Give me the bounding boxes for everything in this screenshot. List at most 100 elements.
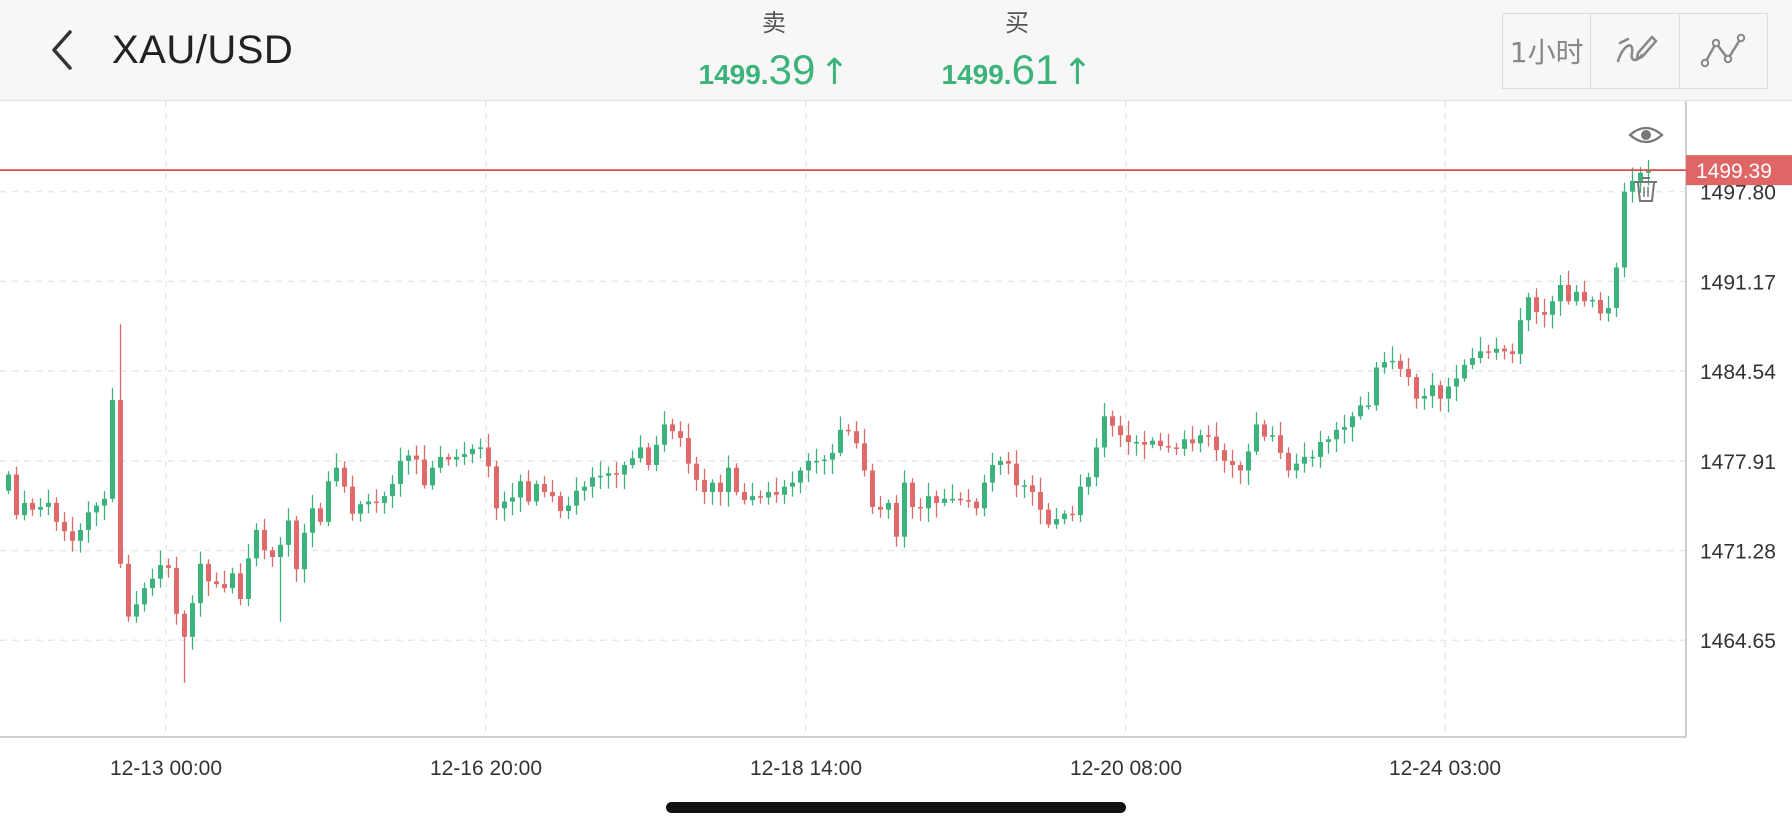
candle-body bbox=[1246, 451, 1251, 471]
candle-body bbox=[198, 563, 203, 604]
candle-body bbox=[102, 498, 107, 506]
candle-body bbox=[574, 490, 579, 506]
candle-body bbox=[286, 520, 291, 545]
candle-body bbox=[1374, 367, 1379, 406]
candle-body bbox=[270, 550, 275, 558]
candle-body bbox=[510, 497, 515, 502]
candle-body bbox=[1198, 435, 1203, 444]
candle-body bbox=[1606, 308, 1611, 314]
candle-body bbox=[94, 505, 99, 513]
buy-label: 买 bbox=[1005, 9, 1029, 37]
interval-button[interactable]: 1小时 bbox=[1503, 14, 1592, 88]
candle-body bbox=[430, 467, 435, 486]
candle-body bbox=[1646, 170, 1651, 173]
candle-body bbox=[718, 482, 723, 493]
candle-body bbox=[806, 460, 811, 471]
candle-body bbox=[1534, 297, 1539, 313]
candle-body bbox=[646, 447, 651, 466]
candle-body bbox=[974, 501, 979, 509]
eye-icon[interactable] bbox=[1628, 126, 1664, 144]
candle-body bbox=[1486, 351, 1491, 353]
candle-body bbox=[446, 456, 451, 460]
candle-body bbox=[662, 424, 667, 445]
candle-body bbox=[1526, 297, 1531, 321]
home-indicator bbox=[666, 802, 1126, 813]
candle-body bbox=[406, 455, 411, 461]
sell-price-tail: 39 bbox=[768, 46, 816, 93]
candle-body bbox=[1190, 439, 1195, 444]
candle-body bbox=[1598, 299, 1603, 314]
chart-toolbar: 1小时 bbox=[1502, 13, 1768, 89]
candle-body bbox=[358, 504, 363, 514]
candle-body bbox=[750, 496, 755, 501]
candle-body bbox=[1158, 440, 1163, 447]
candle-body bbox=[982, 482, 987, 509]
candle-body bbox=[1398, 360, 1403, 369]
candle-body bbox=[670, 424, 675, 432]
line-chart-icon bbox=[1701, 33, 1746, 68]
x-tick-label: 12-13 00:00 bbox=[110, 757, 222, 780]
candle-body bbox=[1206, 435, 1211, 437]
candle-body bbox=[54, 502, 59, 522]
trash-icon[interactable] bbox=[1635, 177, 1657, 202]
candle-body bbox=[246, 558, 251, 599]
candle-body bbox=[1422, 395, 1427, 399]
candle-body bbox=[1238, 465, 1243, 471]
candle-body bbox=[222, 584, 227, 589]
candle-body bbox=[110, 400, 115, 499]
candle-body bbox=[1174, 447, 1179, 449]
chart-area[interactable]: 1497.80 1491.17 1484.54 1477.91 1471.28 1464.… bbox=[0, 101, 1792, 828]
candle-body bbox=[1510, 351, 1515, 355]
candle-body bbox=[1462, 364, 1467, 379]
candle-body bbox=[990, 465, 995, 483]
candle-body bbox=[886, 502, 891, 510]
candle-body bbox=[1062, 513, 1067, 520]
candle-body bbox=[158, 565, 163, 579]
candle-body bbox=[1142, 442, 1147, 445]
draw-tool-button[interactable] bbox=[1591, 14, 1680, 88]
y-tick-label: 1471.28 bbox=[1700, 541, 1776, 564]
candle-body bbox=[502, 501, 507, 509]
y-tick-label: 1464.65 bbox=[1700, 630, 1776, 653]
candle-body bbox=[782, 486, 787, 495]
candle-body bbox=[1046, 509, 1051, 525]
candle-body bbox=[1494, 348, 1499, 353]
buy-quote[interactable]: 买 1499.61 ↑ bbox=[917, 0, 1117, 93]
back-button[interactable] bbox=[44, 24, 84, 76]
candle-body bbox=[606, 473, 611, 476]
candle-body bbox=[1054, 519, 1059, 525]
candle-body bbox=[318, 508, 323, 522]
candle-body bbox=[1630, 180, 1635, 192]
candle-body bbox=[542, 483, 547, 493]
sell-price: 1499.39 ↑ bbox=[674, 49, 874, 93]
current-price-label: 1499.39 bbox=[1696, 160, 1772, 183]
candle-body bbox=[590, 477, 595, 487]
candle-body bbox=[926, 496, 931, 509]
candle-body bbox=[526, 481, 531, 502]
candle-body bbox=[1134, 442, 1139, 444]
candle-body bbox=[1038, 492, 1043, 510]
candle-body bbox=[614, 473, 619, 475]
buy-price-tail: 61 bbox=[1011, 46, 1059, 93]
candle-body bbox=[534, 483, 539, 502]
indicator-button[interactable] bbox=[1680, 14, 1767, 88]
candle-body bbox=[398, 460, 403, 484]
candle-body bbox=[862, 443, 867, 471]
sell-quote[interactable]: 卖 1499.39 ↑ bbox=[674, 0, 874, 93]
symbol-title: XAU/USD bbox=[112, 28, 294, 72]
candle-body bbox=[1006, 460, 1011, 464]
candle-body bbox=[734, 467, 739, 493]
candle-body bbox=[1294, 463, 1299, 471]
candle-body bbox=[790, 482, 795, 487]
candle-body bbox=[1574, 291, 1579, 302]
candlestick-chart[interactable]: 1497.80 1491.17 1484.54 1477.91 1471.28 1464.… bbox=[0, 101, 1792, 828]
candle-body bbox=[1078, 486, 1083, 516]
candle-body bbox=[1414, 377, 1419, 399]
candle-body bbox=[382, 496, 387, 503]
buy-price: 1499.61 ↑ bbox=[917, 49, 1117, 93]
candle-body bbox=[1182, 439, 1187, 449]
candle-body bbox=[334, 467, 339, 482]
candle-body bbox=[1086, 477, 1091, 487]
candle-body bbox=[630, 458, 635, 466]
candle-body bbox=[294, 520, 299, 570]
